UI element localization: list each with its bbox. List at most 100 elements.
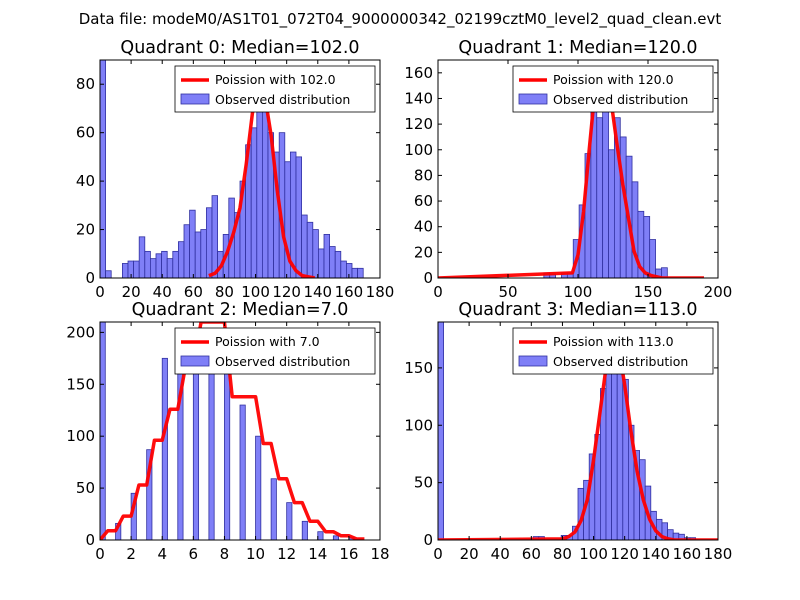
quadrant-3-bar [605, 367, 612, 540]
quadrant-0-bar [357, 267, 364, 278]
quadrant-0-y-tick-label: 0 [85, 269, 95, 287]
figure-title: Data file: modeM0/AS1T01_072T04_90000003… [79, 10, 722, 29]
quadrant-2-x-tick-label: 10 [246, 545, 265, 563]
quadrant-0-bar [301, 214, 308, 278]
quadrant-2-x-tick-label: 16 [339, 545, 358, 563]
quadrant-0-bar [149, 258, 157, 278]
quadrant-0-x-tick-label: 80 [215, 283, 234, 301]
quadrant-1-y-tick-label: 40 [414, 218, 433, 236]
quadrant-2-bar [317, 531, 324, 540]
quadrant-3-x-tick-label: 160 [673, 545, 702, 563]
quadrant-0-x-tick-label: 20 [122, 283, 141, 301]
quadrant-2-x-tick-label: 14 [308, 545, 327, 563]
quadrant-0-bar [306, 221, 314, 278]
quadrant-0-bar [211, 195, 218, 278]
quadrant-0-bar [295, 156, 302, 278]
quadrant-1-bar [649, 239, 656, 278]
quadrant-1-y-tick-label: 160 [404, 64, 433, 82]
quadrant-0-x-tick-label: 140 [303, 283, 332, 301]
quadrant-0-bar [351, 267, 358, 278]
quadrant-0-x-tick-label: 120 [272, 283, 301, 301]
quadrant-0-legend-poisson-label: Poission with 102.0 [215, 72, 336, 87]
quadrant-3-x-tick-label: 100 [579, 545, 608, 563]
quadrant-2-y-tick-label: 100 [66, 427, 95, 445]
quadrant-3-x-tick-label: 140 [641, 545, 670, 563]
quadrant-2-bar [270, 478, 277, 540]
quadrant-3-x-tick-label: 60 [522, 545, 541, 563]
quadrant-3-panel: 0 20 40 60 80 100 120 140 160 180050100150Quadran… [404, 300, 732, 563]
quadrant-2-bar [332, 535, 340, 540]
quadrant-0-bar [334, 250, 342, 278]
quadrant-1-y-tick-label: 60 [414, 192, 433, 210]
quadrant-0-bar [317, 248, 325, 278]
quadrant-2-bar [255, 435, 262, 540]
quadrant-2-x-tick-label: 4 [157, 545, 167, 563]
quadrant-1-legend-observed-label: Observed distribution [553, 92, 688, 107]
quadrant-2-bar [286, 502, 293, 540]
quadrant-0-bar [205, 207, 213, 278]
quadrant-2-x-tick-label: 8 [220, 545, 230, 563]
quadrant-2-legend-bar-swatch [180, 355, 210, 367]
quadrant-0-bar [144, 250, 151, 278]
quadrant-2-x-tick-label: 12 [277, 545, 296, 563]
quadrant-0-panel: 0 20 40 60 80 100 120 140 160 180 0 20 40 60 80 Quadran… [76, 38, 394, 301]
quadrant-3-x-tick-label: 80 [553, 545, 572, 563]
quadrant-1-x-tick-label: 200 [704, 283, 733, 301]
quadrant-3-legend-observed-label: Observed distribution [553, 354, 688, 369]
quadrant-2-axes-frame [99, 321, 381, 541]
quadrant-0-bar [122, 263, 129, 278]
quadrant-0-y-tick-label: 40 [76, 172, 95, 190]
quadrant-1-y-tick-label: 120 [404, 115, 433, 133]
quadrant-0-bar [340, 260, 347, 278]
quadrant-1-y-tick-label: 100 [404, 141, 433, 159]
quadrant-0-bar [289, 151, 297, 278]
quadrant-1-panel: 0 50 100 150 200 0 20 40 60 80 100 120 140 160 Quadran… [404, 38, 732, 301]
quadrant-1-x-tick-label: 150 [634, 283, 663, 301]
quadrant-0-x-tick-label: 100 [241, 283, 270, 301]
quadrant-3-title: Quadrant 3: Median=113.0 [458, 300, 697, 320]
quadrant-0-bar [329, 246, 336, 278]
quadrant-0-bar [172, 250, 179, 278]
quadrant-3-bar [616, 369, 624, 540]
quadrant-3-legend-poisson-label: Poission with 113.0 [553, 334, 674, 349]
quadrant-2-x-tick-label: 2 [126, 545, 136, 563]
quadrant-0-y-tick-label: 60 [76, 124, 95, 142]
quadrant-3-x-tick-label: 40 [491, 545, 510, 563]
quadrant-0-bar [323, 233, 330, 278]
quadrant-3-y-tick-label: 100 [404, 416, 433, 434]
quadrant-2-y-tick-label: 0 [85, 531, 95, 549]
quadrant-3-axes-frame [437, 321, 719, 541]
quadrant-0-bar [105, 270, 112, 278]
quadrant-2-x-tick-label: 18 [370, 545, 389, 563]
quadrant-2-legend-poisson-label: Poission with 7.0 [215, 334, 320, 349]
quadrant-0-bar [155, 253, 162, 278]
quadrant-0-bar [256, 95, 263, 278]
quadrant-1-bar [602, 98, 609, 278]
quadrant-0-bar [189, 209, 196, 278]
quadrant-1-x-tick-label: 0 [433, 283, 443, 301]
quadrant-1-y-tick-label: 140 [404, 89, 433, 107]
quadrant-2-title: Quadrant 2: Median=7.0 [132, 300, 349, 320]
quadrant-1-x-tick-label: 50 [498, 283, 517, 301]
quadrant-0-bar [312, 229, 319, 278]
quadrant-0-bar [194, 231, 202, 278]
quadrant-2-x-tick-label: 6 [189, 545, 199, 563]
quadrant-0-x-tick-label: 180 [366, 283, 395, 301]
quadrant-2-y-tick-label: 150 [66, 375, 95, 393]
quadrant-0-y-tick-label: 20 [76, 221, 95, 239]
quadrant-0-axes-frame [99, 59, 381, 279]
quadrant-2-panel: 0 2 4 6 8 10 12 14 16 18 0 50 100 150 200 Quadrant 2: M… [66, 300, 389, 563]
quadrant-2-bar [161, 357, 168, 540]
quadrant-1-bar [608, 149, 615, 278]
quadrant-0-bar [250, 127, 258, 278]
quadrant-3-y-tick-label: 150 [404, 359, 433, 377]
quadrant-3-x-tick-label: 20 [460, 545, 479, 563]
quadrant-1-bar [643, 216, 651, 278]
quadrant-2-y-tick-label: 200 [66, 323, 95, 341]
quadrant-1-x-tick-label: 100 [564, 283, 593, 301]
quadrant-3-legend-bar-swatch [518, 355, 548, 367]
quadrant-0-y-tick-label: 80 [76, 75, 95, 93]
quadrant-panels: 0 20 40 60 80 100 120 140 160 180020406080Quadran… [66, 38, 732, 563]
quadrant-0-bar [200, 229, 207, 278]
quadrant-1-bar [596, 117, 604, 278]
